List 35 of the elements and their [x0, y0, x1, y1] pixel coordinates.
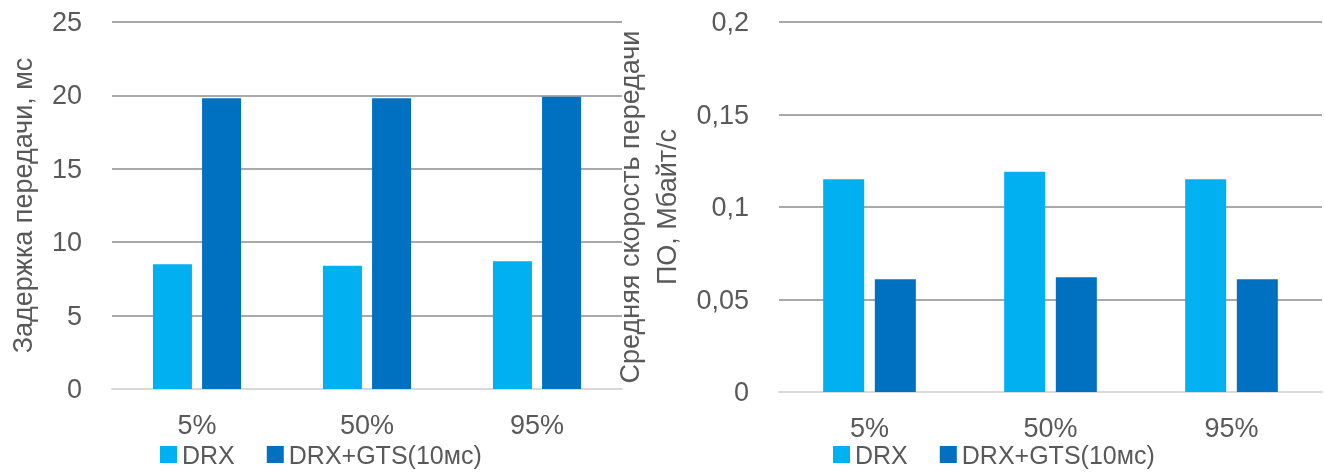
bar	[542, 96, 582, 389]
y-tick-label: 10	[51, 227, 82, 258]
x-tick-label: 95%	[1204, 412, 1259, 443]
bar	[322, 265, 362, 389]
y-tick-label: 0	[66, 374, 82, 404]
x-tick-label: 50%	[339, 409, 395, 440]
y-tick-label: 0,1	[711, 192, 749, 222]
x-tick-label: 50%	[1023, 412, 1078, 443]
bar	[152, 264, 192, 389]
y-tick-label: 0,15	[696, 99, 749, 130]
legend-label: DRX+GTS(10мс)	[961, 440, 1155, 469]
legend-label: DRX	[855, 440, 909, 469]
bar	[202, 98, 242, 389]
y-axis-title: Средняя скорость передачи ПО, Мбайт/с	[615, 30, 683, 384]
bar	[1236, 279, 1278, 392]
bar	[372, 98, 412, 389]
bar	[1004, 171, 1046, 392]
y-tick-label: 0,05	[696, 284, 749, 315]
x-tick-label: 95%	[509, 409, 565, 440]
y-tick-label: 0	[733, 377, 749, 407]
bar	[492, 261, 532, 389]
legend-label: DRX+GTS(10мс)	[288, 440, 482, 469]
bar	[823, 179, 865, 392]
bar	[1185, 179, 1227, 392]
x-tick-label: 5%	[849, 412, 890, 443]
y-tick-label: 25	[51, 7, 82, 37]
bar	[874, 279, 916, 392]
y-axis-title: Задержка передачи, мс	[7, 57, 38, 354]
y-tick-label: 5	[66, 300, 82, 331]
y-tick-label: 15	[51, 153, 82, 184]
legend-label: DRX	[182, 440, 236, 469]
bar	[1055, 277, 1097, 392]
y-tick-label: 0,2	[711, 7, 749, 37]
x-tick-label: 5%	[177, 409, 217, 440]
y-tick-label: 20	[51, 80, 82, 111]
